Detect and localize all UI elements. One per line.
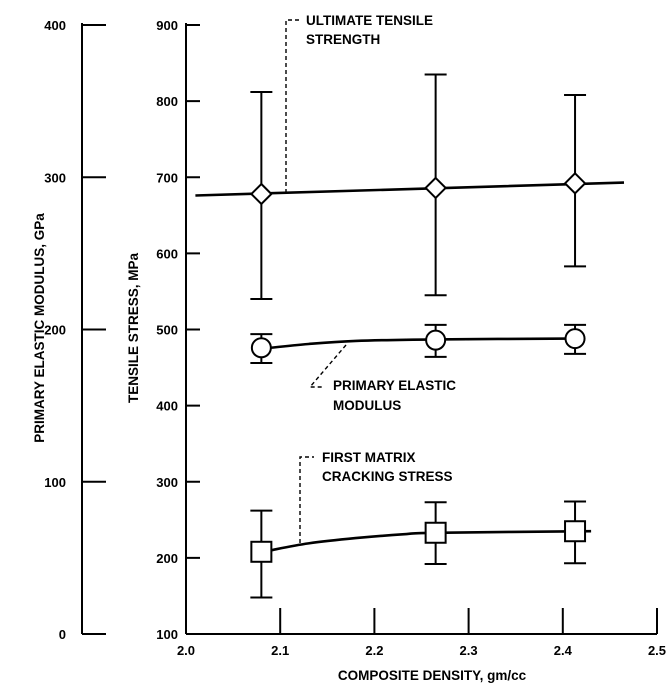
- circle-marker: [425, 329, 447, 351]
- fmcs-label-line-2: CRACKING STRESS: [322, 469, 453, 484]
- series-square-curve: [270, 529, 592, 552]
- x-tick-label: 2.1: [271, 643, 289, 658]
- primary-y-tick-label: 100: [156, 627, 178, 642]
- primary-y-tick-label: 700: [156, 170, 178, 185]
- secondary-y-axis-title: PRIMARY ELASTIC MODULUS, GPa: [32, 213, 47, 443]
- x-tick-label: 2.2: [365, 643, 383, 658]
- pem-label-line-1: PRIMARY ELASTIC: [333, 378, 456, 393]
- secondary-y-tick-label: 300: [44, 170, 66, 185]
- error-bars: [250, 73, 587, 599]
- primary-y-axis: 100 200 300 400 500 600 700 800 900: [156, 18, 200, 642]
- primary-y-axis-title: TENSILE STRESS, MPa: [126, 252, 141, 403]
- uts-label-line-2: STRENGTH: [306, 32, 380, 47]
- primary-y-tick-label: 400: [156, 399, 178, 414]
- x-tick-label: 2.4: [554, 643, 573, 658]
- primary-y-tick-label: 600: [156, 246, 178, 261]
- diamond-marker: [249, 182, 273, 206]
- x-tick-label: 2.5: [648, 643, 666, 658]
- square-marker: [564, 520, 587, 543]
- square-marker: [424, 521, 447, 544]
- fmcs-leader-line: [299, 456, 314, 543]
- primary-y-tick-label: 500: [156, 323, 178, 338]
- primary-y-tick-label: 800: [156, 94, 178, 109]
- primary-y-tick-label: 300: [156, 475, 178, 490]
- uts-leader-line: [285, 19, 302, 193]
- x-tick-label: 2.3: [460, 643, 478, 658]
- fmcs-label-line-1: FIRST MATRIX: [322, 450, 416, 465]
- primary-y-tick-label: 200: [156, 551, 178, 566]
- square-marker: [250, 540, 273, 563]
- uts-label-line-1: ULTIMATE TENSILE: [306, 13, 433, 28]
- annotation-first-matrix-cracking-stress: FIRST MATRIX CRACKING STRESS: [299, 450, 453, 543]
- x-tick-label: 2.0: [177, 643, 195, 658]
- series-circle-curve: [270, 337, 573, 350]
- circle-marker: [564, 328, 586, 350]
- x-axis: 2.0 2.1 2.2 2.3 2.4 2.5: [177, 608, 666, 658]
- series-markers: [249, 171, 587, 563]
- annotation-primary-elastic-modulus: PRIMARY ELASTIC MODULUS: [308, 344, 456, 413]
- secondary-y-tick-label: 400: [44, 18, 66, 33]
- secondary-y-axis: 0 100 200 300 400: [44, 18, 106, 642]
- annotation-ultimate-tensile-strength: ULTIMATE TENSILE STRENGTH: [285, 13, 433, 193]
- pem-leader-line: [308, 344, 347, 388]
- secondary-y-tick-label: 0: [59, 627, 66, 642]
- circle-marker: [250, 337, 272, 359]
- diamond-marker: [424, 176, 448, 200]
- x-axis-title: COMPOSITE DENSITY, gm/cc: [338, 668, 527, 683]
- secondary-y-tick-label: 100: [44, 475, 66, 490]
- diamond-marker: [563, 171, 587, 195]
- series-curves: [195, 181, 625, 552]
- primary-y-tick-label: 900: [156, 18, 178, 33]
- pem-label-line-2: MODULUS: [333, 398, 401, 413]
- secondary-y-tick-label: 200: [44, 323, 66, 338]
